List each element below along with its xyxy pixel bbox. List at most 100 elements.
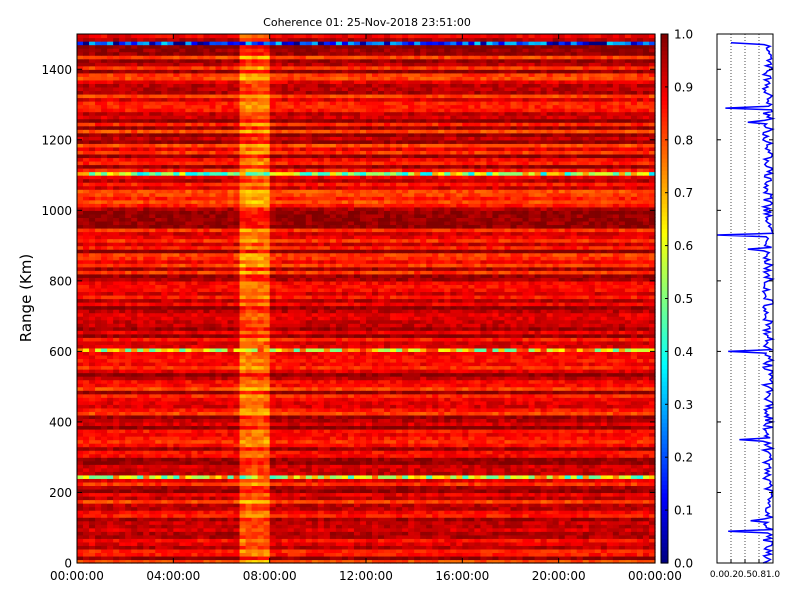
- heatmap-cell: [89, 400, 96, 405]
- heatmap-cell: [191, 379, 199, 384]
- heatmap-cell: [642, 464, 650, 469]
- heatmap-cell: [251, 446, 259, 451]
- heatmap-cell: [582, 457, 590, 462]
- heatmap-cell: [179, 418, 186, 423]
- heatmap-cell: [378, 531, 385, 536]
- heatmap-cell: [275, 495, 283, 501]
- heatmap-cell: [636, 393, 644, 398]
- heatmap-cell: [353, 534, 361, 539]
- heatmap-cell: [311, 425, 319, 430]
- heatmap-cell: [378, 545, 385, 550]
- heatmap-cell: [275, 460, 283, 465]
- heatmap-cell: [390, 379, 397, 384]
- heatmap-cell: [257, 436, 265, 441]
- heatmap-cell: [221, 453, 229, 458]
- heatmap-cell: [95, 464, 102, 469]
- heatmap-cell: [137, 559, 144, 564]
- heatmap-cell: [347, 379, 355, 384]
- heatmap-cell: [131, 446, 138, 451]
- heatmap-cell: [119, 436, 126, 441]
- heatmap-cell: [221, 421, 229, 427]
- heatmap-cell: [528, 548, 536, 554]
- heatmap-cell: [546, 538, 554, 543]
- heatmap-cell: [366, 545, 373, 550]
- heatmap-cell: [143, 485, 150, 490]
- heatmap-cell: [191, 506, 199, 511]
- heatmap-cell: [101, 460, 108, 465]
- heatmap-cell: [299, 534, 307, 539]
- heatmap-cell: [77, 397, 84, 402]
- heatmap-cell: [396, 446, 403, 451]
- heatmap-cell: [215, 407, 223, 412]
- heatmap-cell: [630, 414, 638, 420]
- heatmap-cell: [353, 531, 361, 536]
- heatmap-cell: [317, 414, 325, 420]
- heatmap-cell: [131, 474, 138, 479]
- heatmap-cell: [113, 397, 120, 402]
- heatmap-cell: [143, 555, 150, 561]
- heatmap-cell: [492, 432, 500, 437]
- heatmap-cell: [197, 421, 205, 427]
- heatmap-cell: [227, 443, 235, 448]
- heatmap-cell: [113, 510, 120, 515]
- heatmap-cell: [630, 499, 638, 504]
- heatmap-cell: [89, 464, 96, 469]
- heatmap-cell: [630, 495, 638, 501]
- heatmap-cell: [612, 414, 620, 420]
- heatmap-cell: [390, 538, 397, 543]
- heatmap-cell: [552, 467, 560, 472]
- heatmap-cell: [390, 432, 397, 437]
- heatmap-cell: [594, 379, 602, 384]
- heatmap-cell: [251, 411, 259, 416]
- heatmap-cell: [480, 492, 488, 497]
- heatmap-cell: [125, 534, 132, 539]
- heatmap-cell: [353, 421, 361, 427]
- heatmap-cell: [77, 421, 84, 427]
- heatmap-cell: [618, 548, 626, 554]
- heatmap-cell: [179, 386, 186, 391]
- heatmap-cell: [384, 555, 391, 561]
- heatmap-cell: [570, 425, 578, 430]
- heatmap-cell: [468, 404, 475, 409]
- heatmap-cell: [636, 414, 644, 420]
- heatmap-cell: [618, 531, 626, 536]
- heatmap-cell: [540, 390, 548, 395]
- heatmap-cell: [287, 390, 295, 395]
- heatmap-cell: [275, 386, 283, 391]
- heatmap-cell: [612, 432, 620, 437]
- heatmap-cell: [600, 411, 608, 416]
- heatmap-cell: [492, 379, 500, 384]
- heatmap-cell: [263, 407, 271, 412]
- heatmap-cell: [143, 432, 150, 437]
- heatmap-cell: [630, 555, 638, 561]
- heatmap-cell: [167, 531, 174, 536]
- heatmap-cell: [540, 503, 548, 508]
- heatmap-cell: [113, 538, 120, 543]
- heatmap-cell: [137, 527, 144, 532]
- heatmap-cell: [402, 418, 409, 423]
- heatmap-cell: [612, 446, 620, 451]
- heatmap-cell: [438, 464, 445, 469]
- heatmap-cell: [263, 541, 271, 546]
- heatmap-cell: [588, 548, 596, 554]
- heatmap-cell: [600, 478, 608, 483]
- heatmap-cell: [384, 503, 391, 508]
- heatmap-cell: [594, 457, 602, 462]
- heatmap-cell: [233, 478, 241, 483]
- heatmap-cell: [137, 386, 144, 391]
- heatmap-cell: [227, 418, 235, 423]
- heatmap-cell: [384, 513, 391, 518]
- heatmap-cell: [450, 478, 457, 483]
- heatmap-cell: [366, 400, 373, 405]
- heatmap-cell: [269, 538, 277, 543]
- heatmap-cell: [95, 393, 102, 398]
- heatmap-cell: [576, 548, 584, 554]
- heatmap-cell: [534, 460, 542, 465]
- heatmap-cell: [582, 464, 590, 469]
- heatmap-cell: [341, 432, 349, 437]
- heatmap-cell: [323, 538, 331, 543]
- heatmap-cell: [155, 531, 162, 536]
- heatmap-cell: [516, 513, 524, 518]
- heatmap-cell: [137, 443, 144, 448]
- heatmap-cell: [570, 510, 578, 515]
